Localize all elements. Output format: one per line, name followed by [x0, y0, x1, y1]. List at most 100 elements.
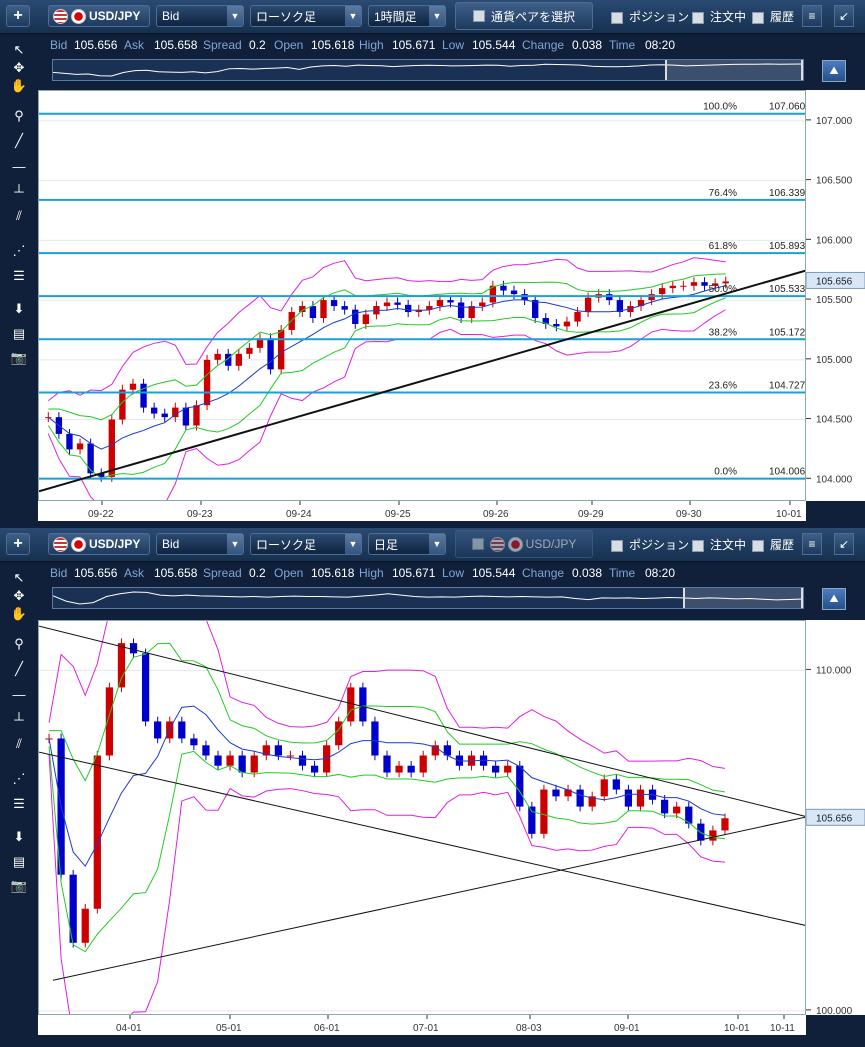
pointer-icon[interactable]: ↖	[13, 570, 25, 585]
candle-body	[166, 721, 174, 739]
list-icon[interactable]: ▤	[12, 326, 26, 341]
hand-icon[interactable]: ✋	[10, 606, 28, 621]
fibonacci-value: 105.533	[769, 284, 806, 295]
add-chart-button[interactable]: +	[6, 5, 30, 27]
list-icon[interactable]: ▤	[12, 854, 26, 869]
channel-icon[interactable]: ⫽	[16, 736, 22, 751]
navigator-zoom-button[interactable]: ⛰	[822, 588, 846, 610]
crosshair-icon[interactable]: ✥	[13, 60, 25, 75]
pin-icon[interactable]: ⚲	[14, 108, 24, 123]
history-checkbox[interactable]	[752, 11, 764, 24]
chart-panel-2: + USD/JPY Bid ▼ ローソク足 ▼ 日足 ▼ USD/JPY ポジション …	[0, 528, 865, 1047]
orders-checkbox[interactable]	[692, 11, 704, 24]
chart-kind-select[interactable]: ローソク足 ▼	[250, 5, 362, 27]
orders-toggle[interactable]: 注文中	[692, 8, 746, 25]
open-value: 105.618	[311, 38, 355, 52]
y-tick-label: 106.500	[816, 176, 853, 187]
pin-icon[interactable]: ⚲	[14, 636, 24, 651]
horizontal-line-icon[interactable]: —	[12, 686, 26, 702]
navigator-scrollbar[interactable]	[52, 59, 804, 81]
add-chart-button[interactable]: +	[6, 533, 30, 555]
history-label: 履歴	[770, 10, 795, 24]
pair-checkbox[interactable]	[472, 10, 485, 22]
collapse-icon[interactable]: ↙	[834, 5, 854, 27]
low-value: 105.544	[472, 38, 516, 52]
pair-select-button[interactable]: 通貨ペアを選択	[455, 2, 593, 30]
navigator-zoom-button[interactable]: ⛰	[822, 60, 846, 82]
candle-body	[447, 300, 454, 303]
candle-body	[431, 745, 439, 756]
candle-body	[659, 288, 666, 295]
pair-select-button[interactable]: USD/JPY	[455, 530, 593, 558]
navigator-handle[interactable]	[683, 588, 803, 608]
vertical-line-icon[interactable]: ┴	[14, 183, 24, 199]
camera-icon[interactable]: 📷	[10, 878, 28, 893]
candle-body	[371, 721, 379, 756]
orders-toggle[interactable]: 注文中	[692, 536, 746, 553]
hand-icon[interactable]: ✋	[10, 78, 28, 93]
candle-body	[178, 721, 186, 739]
orders-checkbox[interactable]	[692, 539, 704, 552]
menu-icon[interactable]: ≡	[802, 533, 822, 555]
pointer-icon[interactable]: ↖	[13, 42, 25, 57]
open-value: 105.618	[311, 566, 355, 580]
history-toggle[interactable]: 履歴	[752, 536, 794, 553]
moving-average-line	[47, 285, 726, 450]
candle-body	[504, 765, 512, 773]
history-toggle[interactable]: 履歴	[752, 8, 794, 25]
crosshair-icon[interactable]: ✥	[13, 588, 25, 603]
fan-icon[interactable]: ⋰	[12, 771, 26, 786]
current-price-tag	[806, 271, 865, 289]
lower-channel-line	[39, 751, 805, 926]
y-tick-label: 100.000	[816, 1006, 853, 1015]
horizontal-line-icon[interactable]: —	[12, 158, 26, 174]
download-icon[interactable]: ⬇	[13, 829, 25, 844]
collapse-icon[interactable]: ↙	[834, 533, 854, 555]
candle-body	[516, 765, 524, 807]
menu-icon[interactable]: ≡	[802, 5, 822, 27]
price-type-select[interactable]: Bid ▼	[156, 533, 244, 555]
candle-body	[256, 338, 264, 348]
candle-body	[701, 282, 708, 286]
candle-body	[309, 306, 317, 319]
position-toggle[interactable]: ポジション	[611, 536, 689, 553]
camera-icon[interactable]: 📷	[10, 350, 28, 365]
fibonacci-icon[interactable]: ☰	[13, 268, 25, 283]
toolbar-2: + USD/JPY Bid ▼ ローソク足 ▼ 日足 ▼ USD/JPY ポジション …	[0, 528, 865, 562]
position-checkbox[interactable]	[611, 539, 623, 552]
navigator-scrollbar[interactable]	[52, 587, 804, 609]
position-toggle[interactable]: ポジション	[611, 8, 689, 25]
position-checkbox[interactable]	[611, 11, 623, 24]
candle-body	[117, 643, 126, 688]
candle-body	[532, 300, 539, 319]
download-icon[interactable]: ⬇	[13, 301, 25, 316]
candle-body	[320, 300, 327, 319]
timeframe-select[interactable]: 日足 ▼	[368, 533, 446, 555]
price-chart-2[interactable]	[38, 620, 806, 1015]
fibonacci-icon[interactable]: ☰	[13, 796, 25, 811]
vertical-line-icon[interactable]: ┴	[14, 711, 24, 727]
fibonacci-value: 107.060	[769, 102, 806, 113]
navigator-handle[interactable]	[665, 60, 803, 80]
trendline-icon[interactable]: ╱	[15, 133, 23, 148]
candle-body	[436, 300, 444, 307]
ask-value: 105.658	[154, 566, 198, 580]
history-checkbox[interactable]	[752, 539, 764, 552]
symbol-button[interactable]: USD/JPY	[48, 533, 150, 555]
candle-body	[564, 789, 572, 797]
timeframe-select[interactable]: 1時間足 ▼	[368, 5, 446, 27]
quote-info-bar: Bid 105.656 Ask 105.658 Spread 0.2 Open 105.…	[40, 564, 865, 582]
x-tick-label: 09-22	[88, 509, 114, 520]
candle-body	[690, 282, 698, 286]
fan-icon[interactable]: ⋰	[12, 243, 26, 258]
x-tick-label: 09-24	[286, 509, 312, 520]
price-type-select[interactable]: Bid ▼	[156, 5, 244, 27]
trendline-icon[interactable]: ╱	[15, 661, 23, 676]
price-chart-1[interactable]: 100.0% 107.060 76.4% 106.339 61.8% 105.893 50.…	[38, 90, 806, 501]
chart-kind-select[interactable]: ローソク足 ▼	[250, 533, 362, 555]
channel-icon[interactable]: ⫽	[16, 208, 22, 223]
pair-checkbox[interactable]	[471, 538, 484, 550]
candle-body	[528, 806, 536, 834]
x-tick-label: 10-11	[770, 1023, 795, 1034]
symbol-button[interactable]: USD/JPY	[48, 5, 150, 27]
